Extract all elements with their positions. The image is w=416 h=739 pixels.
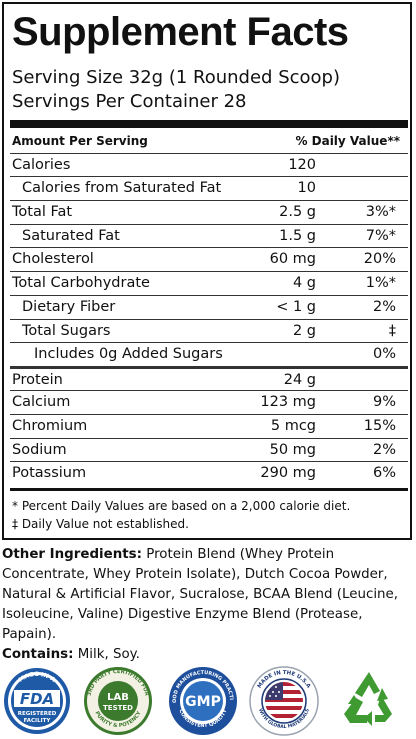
nutrient-amount: 5 mcg (270, 418, 316, 434)
nutrient-daily-value: 20% (363, 251, 396, 267)
nutrient-label: Potassium (12, 465, 87, 481)
nutrient-row: Cholesterol 60 mg 20% (10, 247, 408, 270)
lab-tested-icon: 3RD PARTY CERTIFIED FOR PURITY & POTENCY… (84, 667, 152, 735)
panel-title: Supplement Facts (12, 10, 349, 54)
nutrient-daily-value: 2% (372, 299, 396, 315)
nutrient-amount: 4 g (292, 275, 316, 291)
nutrient-daily-value: 2% (372, 442, 396, 458)
contains-label: Contains: (2, 647, 74, 662)
nutrient-amount: 123 mg (260, 394, 316, 410)
nutrient-row: Calories 120 (10, 153, 408, 176)
nutrient-daily-value: 6% (372, 465, 396, 481)
servings-per-container: Servings Per Container 28 (12, 91, 247, 112)
nutrient-daily-value: 1%* (365, 275, 396, 291)
nutrient-label: Includes 0g Added Sugars (34, 346, 223, 362)
nutrient-daily-value: 3%* (365, 204, 396, 220)
nutrient-amount: 1.5 g (279, 228, 316, 244)
nutrient-daily-value: 9% (372, 394, 396, 410)
footnote-dv-not-established: ‡ Daily Value not established. (12, 517, 189, 531)
nutrient-label: Total Carbohydrate (12, 275, 150, 291)
nutrient-daily-value: 15% (363, 418, 396, 434)
nutrient-row: Includes 0g Added Sugars 0% (10, 342, 408, 365)
nutrient-row: Calcium 123 mg 9% (10, 390, 408, 413)
nutrient-row: Total Fat 2.5 g 3%* (10, 200, 408, 223)
nutrient-row: Total Sugars 2 g ‡ (10, 319, 408, 342)
nutrient-label: Sodium (12, 442, 67, 458)
amount-per-serving-header: Amount Per Serving (12, 134, 148, 148)
nutrient-amount: 60 mg (269, 251, 316, 267)
lab-badge-main1: LAB (107, 692, 129, 703)
other-ingredients-text: Protein Blend (Whey Protein Concentrate,… (2, 547, 399, 642)
nutrient-amount: 120 (288, 157, 316, 173)
nutrient-daily-value: ‡ (388, 323, 396, 339)
nutrient-amount: 50 mg (269, 442, 316, 458)
nutrient-label: Saturated Fat (22, 228, 120, 244)
fda-registered-icon: MADE IN A FDA REGISTERED FACILITY (4, 668, 70, 734)
nutrient-label: Calories (12, 157, 71, 173)
nutrient-label: Total Sugars (22, 323, 111, 339)
recycle-icon (344, 672, 392, 726)
nutrient-row: Potassium 290 mg 6% (10, 461, 408, 484)
nutrient-row: Sodium 50 mg 2% (10, 438, 408, 461)
nutrient-amount: 24 g (283, 372, 316, 388)
nutrient-label: Dietary Fiber (22, 299, 116, 315)
footnote-percent-dv: * Percent Daily Values are based on a 2,… (12, 499, 351, 513)
nutrient-amount: 2.5 g (279, 204, 316, 220)
serving-size: Serving Size 32g (1 Rounded Scoop) (12, 67, 340, 88)
nutrient-amount: < 1 g (276, 299, 316, 315)
ingredients-block: Other Ingredients: Protein Blend (Whey P… (2, 545, 412, 665)
nutrient-row: Total Carbohydrate 4 g 1%* (10, 271, 408, 294)
nutrient-daily-value: 7%* (365, 228, 396, 244)
fda-badge-main: FDA (20, 690, 54, 708)
fda-badge-line1: REGISTERED (18, 711, 57, 717)
contains-text: Milk, Soy. (73, 647, 140, 662)
nutrient-row: Dietary Fiber < 1 g 2% (10, 295, 408, 318)
bottom-divider (10, 488, 408, 491)
nutrient-amount: 290 mg (260, 465, 316, 481)
nutrient-row: Chromium 5 mcg 15% (10, 414, 408, 437)
nutrient-amount: 2 g (292, 323, 316, 339)
nutrient-label: Cholesterol (12, 251, 94, 267)
nutrient-row: Protein 24 g (10, 366, 408, 389)
nutrient-label: Protein (12, 372, 63, 388)
nutrient-row: Calories from Saturated Fat 10 (10, 176, 408, 199)
nutrient-label: Total Fat (12, 204, 73, 220)
other-ingredients-label: Other Ingredients: (2, 547, 142, 562)
gmp-badge-main: GMP (185, 694, 221, 710)
lab-badge-main2: TESTED (103, 704, 133, 712)
gmp-icon: GOOD MANUFACTURING PRACTICE CONSISTENT Q… (168, 666, 237, 735)
nutrient-label: Chromium (12, 418, 88, 434)
made-in-usa-icon: MADE IN THE U.S.A WITH GLOBAL MATERIALS (249, 666, 319, 736)
thick-divider (10, 120, 408, 128)
daily-value-header: % Daily Value** (295, 134, 400, 148)
fda-badge-line2: FACILITY (24, 718, 52, 724)
nutrient-amount: 10 (297, 180, 316, 196)
nutrient-row: Saturated Fat 1.5 g 7%* (10, 224, 408, 247)
certification-badges: MADE IN A FDA REGISTERED FACILITY 3RD PA… (0, 660, 416, 739)
nutrient-daily-value: 0% (372, 346, 396, 362)
nutrient-label: Calcium (12, 394, 71, 410)
supplement-facts-panel: Supplement Facts Serving Size 32g (1 Rou… (2, 2, 412, 540)
nutrient-label: Calories from Saturated Fat (22, 180, 222, 196)
